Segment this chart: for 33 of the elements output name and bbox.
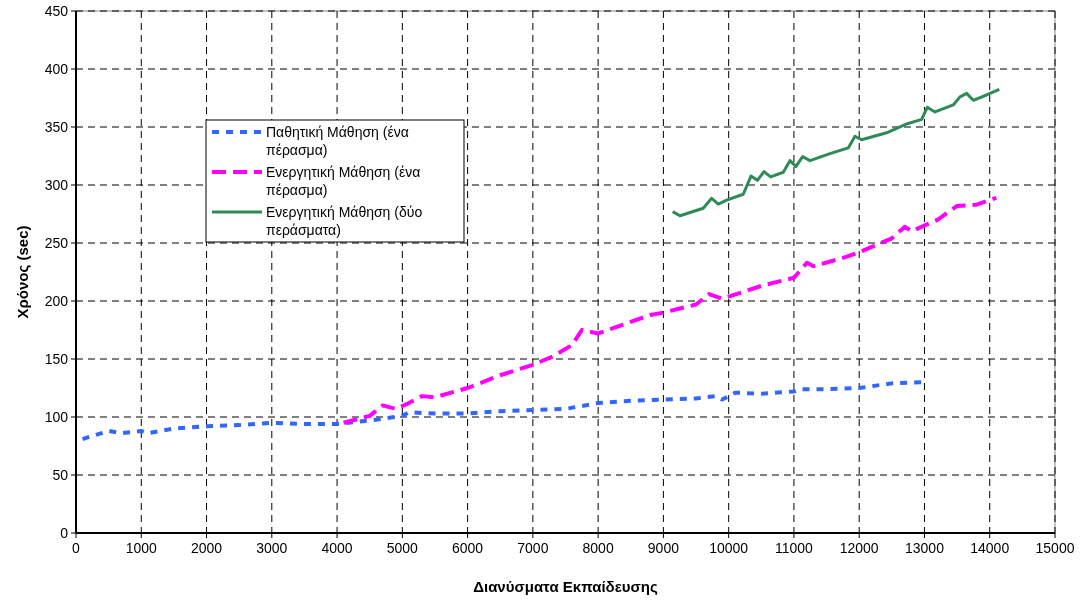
y-tick-label: 350 — [44, 119, 69, 135]
y-axis-title: Χρόνος (sec) — [14, 225, 31, 319]
x-tick-label: 13000 — [905, 540, 945, 556]
line-series — [341, 195, 999, 425]
y-tick-label: 0 — [60, 525, 69, 541]
legend-label: Ενεργητική Μάθηση (ένα πέρασμα) — [266, 164, 421, 198]
x-tick-label: 5000 — [386, 540, 419, 556]
y-tick-label: 50 — [52, 467, 69, 483]
legend-label: Ενεργητική Μάθηση (δύο περάσματα) — [266, 204, 423, 238]
y-tick-label: 300 — [44, 177, 69, 193]
x-tick-label: 9000 — [647, 540, 680, 556]
x-tick-label: 15000 — [1035, 540, 1075, 556]
x-tick-label: 0 — [72, 540, 81, 556]
x-tick-label: 12000 — [839, 540, 879, 556]
x-tick-label: 3000 — [256, 540, 288, 556]
y-tick-label: 400 — [44, 61, 69, 77]
y-tick-label: 150 — [44, 351, 69, 367]
y-tick-label: 200 — [44, 293, 69, 309]
x-tick-label: 7000 — [517, 540, 549, 556]
x-axis-title: Διανύσματα Εκπαίδευσης — [473, 578, 658, 595]
x-tick-label: 6000 — [452, 540, 484, 556]
x-tick-label: 8000 — [582, 540, 614, 556]
x-tick-label: 11000 — [774, 540, 814, 556]
line-series — [671, 87, 1001, 218]
y-tick-label: 100 — [44, 409, 69, 425]
x-tick-label: 4000 — [321, 540, 353, 556]
legend-label: Παθητική Μάθηση (ένα πέρασμα) — [266, 124, 409, 158]
x-tick-label: 1000 — [125, 540, 158, 556]
y-tick-label: 250 — [44, 235, 69, 251]
x-tick-label: 10000 — [709, 540, 749, 556]
x-tick-label: 14000 — [970, 540, 1010, 556]
x-tick-label: 2000 — [190, 540, 223, 556]
y-tick-label: 450 — [44, 3, 69, 19]
